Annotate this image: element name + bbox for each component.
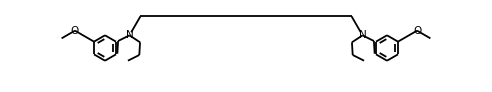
Text: O: O: [71, 26, 79, 36]
Text: N: N: [359, 30, 367, 40]
Text: N: N: [125, 30, 133, 40]
Text: O: O: [413, 26, 421, 36]
